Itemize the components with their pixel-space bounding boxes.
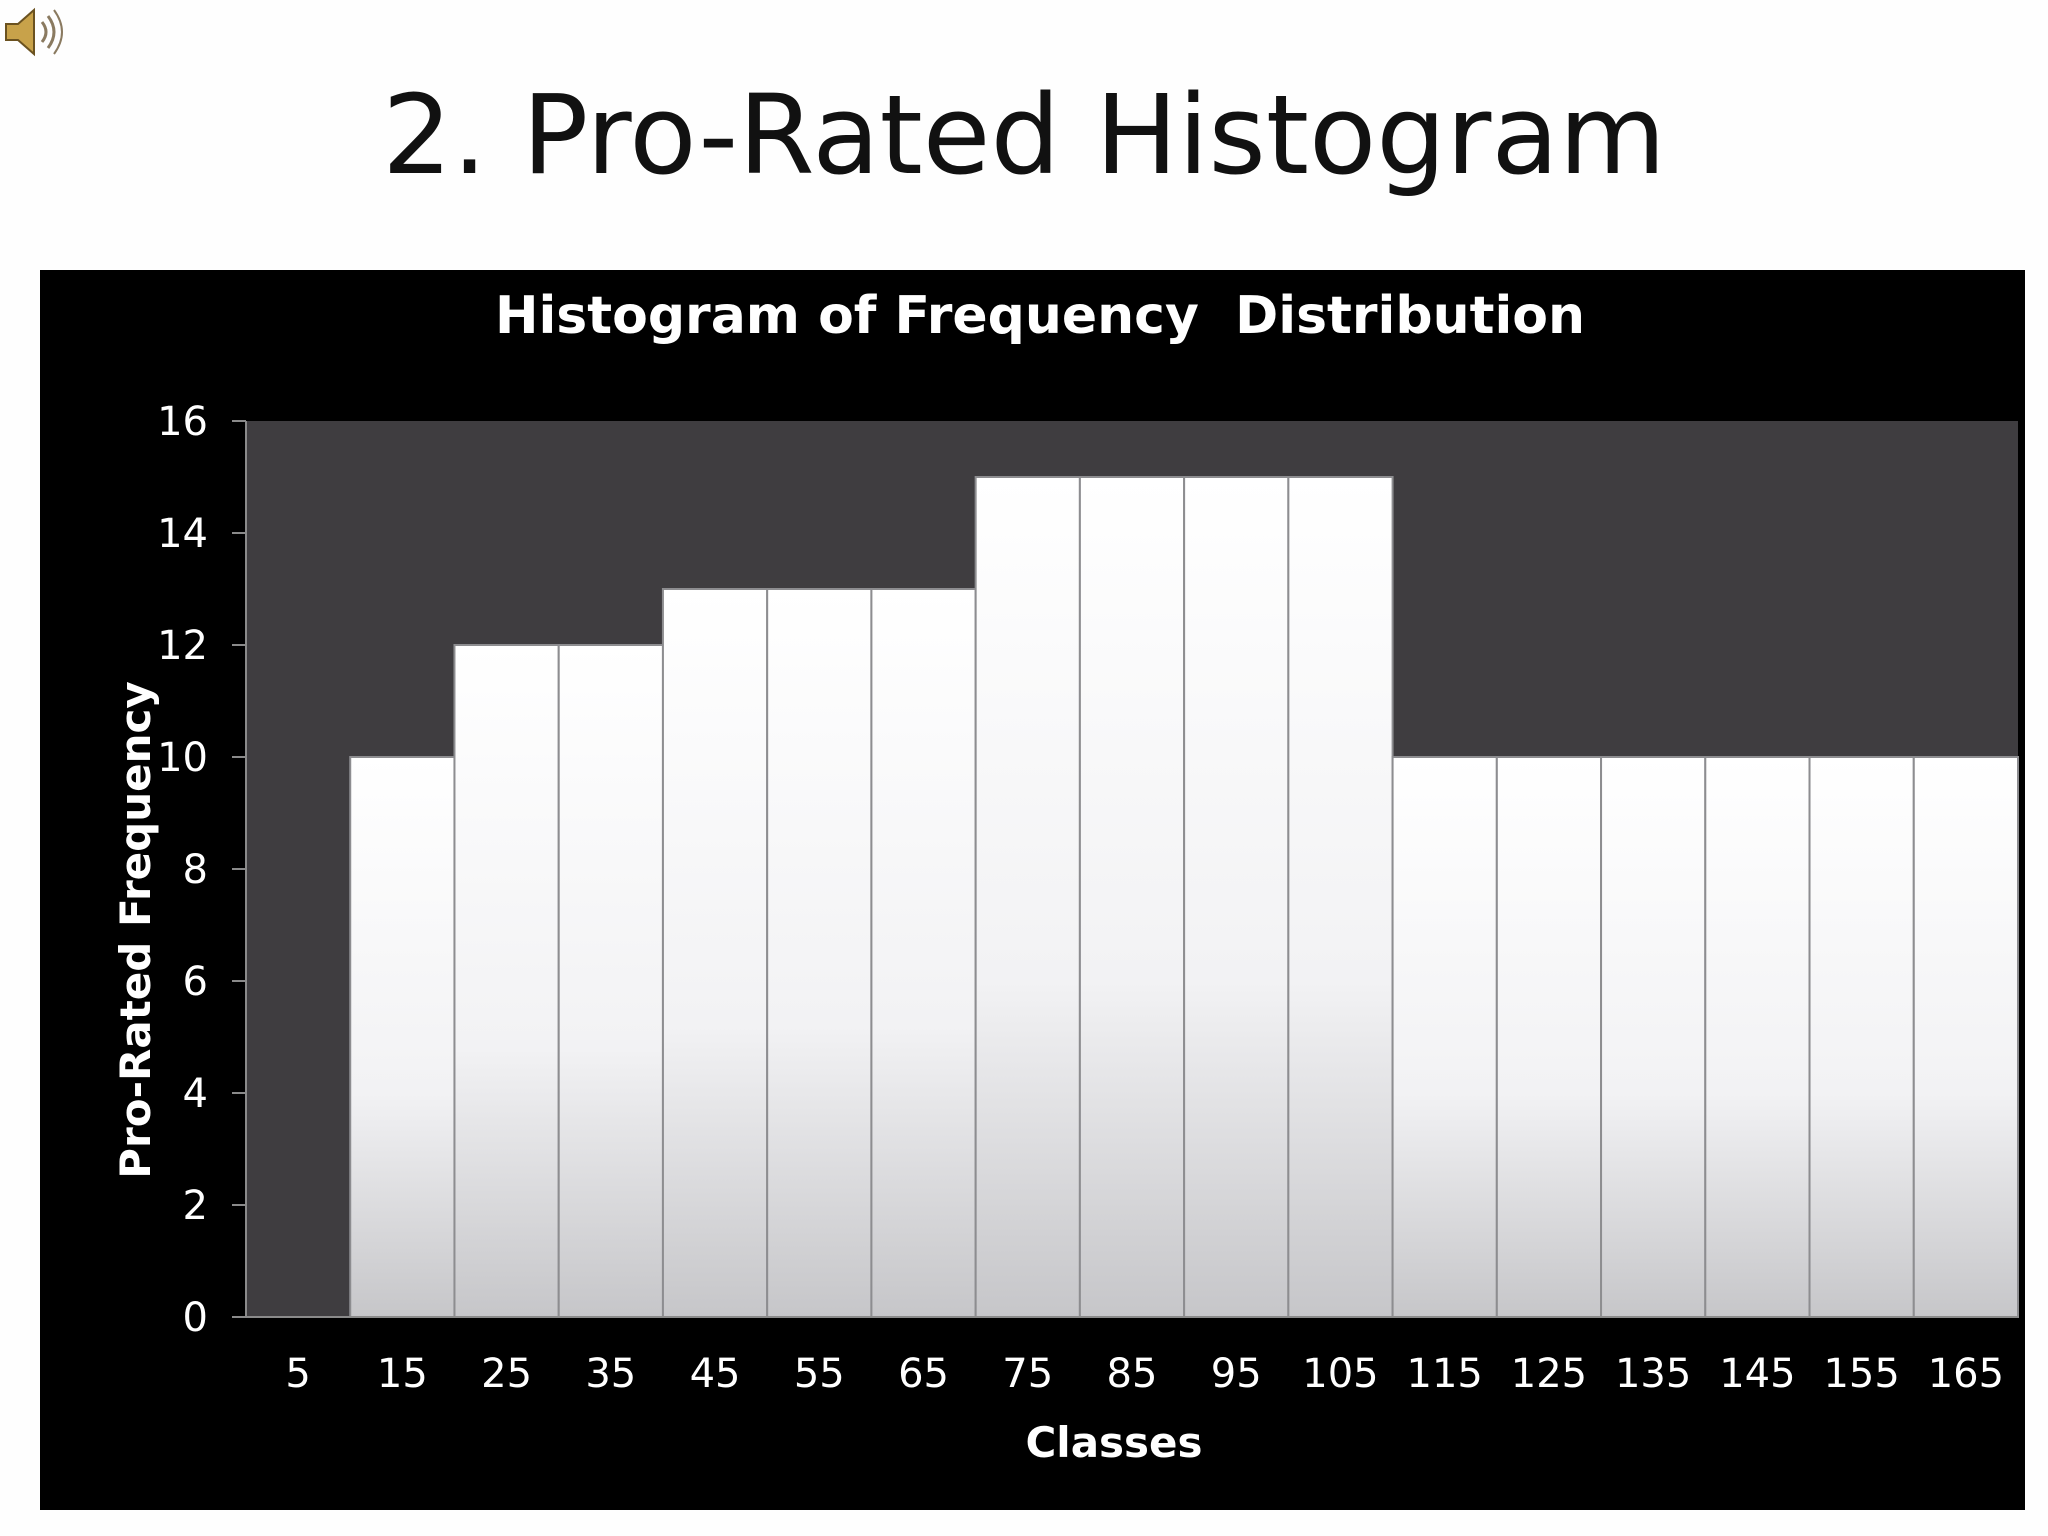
- x-tick-label: 155: [1823, 1351, 1899, 1397]
- y-tick-label: 8: [183, 847, 208, 893]
- y-tick-label: 10: [157, 735, 208, 781]
- y-tick-label: 4: [183, 1071, 208, 1117]
- histogram-bar-95: [1183, 476, 1290, 1318]
- histogram-bar-165: [1912, 756, 2019, 1318]
- x-tick-label: 25: [481, 1351, 532, 1397]
- histogram-bar-25: [453, 644, 560, 1318]
- x-tick-label: 5: [285, 1351, 310, 1397]
- histogram-bar-55: [766, 588, 873, 1318]
- histogram-bar-145: [1704, 756, 1811, 1318]
- histogram-bar-35: [557, 644, 664, 1318]
- x-tick-label: 85: [1107, 1351, 1158, 1397]
- x-axis-label: Classes: [1025, 1418, 1202, 1467]
- chart-panel: Histogram of Frequency Distribution 0 2 4 6…: [40, 270, 2025, 1510]
- y-tick-label: 0: [183, 1295, 208, 1341]
- y-tick-label: 12: [157, 623, 208, 669]
- x-tick-label: 15: [377, 1351, 428, 1397]
- histogram-bar-15: [349, 756, 456, 1318]
- x-tick-label: 75: [1002, 1351, 1053, 1397]
- histogram-bar-135: [1600, 756, 1707, 1318]
- histogram-bar-125: [1495, 756, 1603, 1318]
- x-tick-label: 105: [1302, 1351, 1378, 1397]
- histogram-bar-115: [1391, 756, 1498, 1318]
- histogram-bar-45: [661, 588, 769, 1318]
- x-tick-label: 125: [1511, 1351, 1587, 1397]
- histogram-bar-75: [974, 476, 1081, 1318]
- y-tick-label: 6: [183, 959, 208, 1005]
- x-tick-label: 165: [1928, 1351, 2004, 1397]
- speaker-icon[interactable]: [2, 2, 68, 62]
- bars-layer: [349, 476, 2019, 1318]
- x-tick-label: 35: [585, 1351, 636, 1397]
- histogram-bar-85: [1078, 476, 1186, 1318]
- x-tick-label: 65: [898, 1351, 949, 1397]
- x-tick-label: 45: [690, 1351, 741, 1397]
- x-tick-label: 115: [1407, 1351, 1483, 1397]
- y-tick-label: 16: [157, 399, 208, 445]
- chart-title: Histogram of Frequency Distribution: [495, 286, 1585, 346]
- histogram-bar-155: [1808, 756, 1915, 1318]
- x-tick-label: 95: [1211, 1351, 1262, 1397]
- x-tick-label: 55: [794, 1351, 845, 1397]
- x-tick-label: 135: [1615, 1351, 1691, 1397]
- y-axis-label: Pro-Rated Frequency: [111, 681, 160, 1179]
- x-tick-label: 145: [1719, 1351, 1795, 1397]
- histogram-chart: Histogram of Frequency Distribution 0 2 4 6…: [111, 286, 2019, 1467]
- histogram-bar-65: [870, 588, 977, 1318]
- y-tick-label: 14: [157, 511, 208, 557]
- histogram-bar-105: [1287, 476, 1394, 1318]
- y-tick-label: 2: [183, 1183, 208, 1229]
- slide-title: 2. Pro-Rated Histogram: [382, 71, 1666, 199]
